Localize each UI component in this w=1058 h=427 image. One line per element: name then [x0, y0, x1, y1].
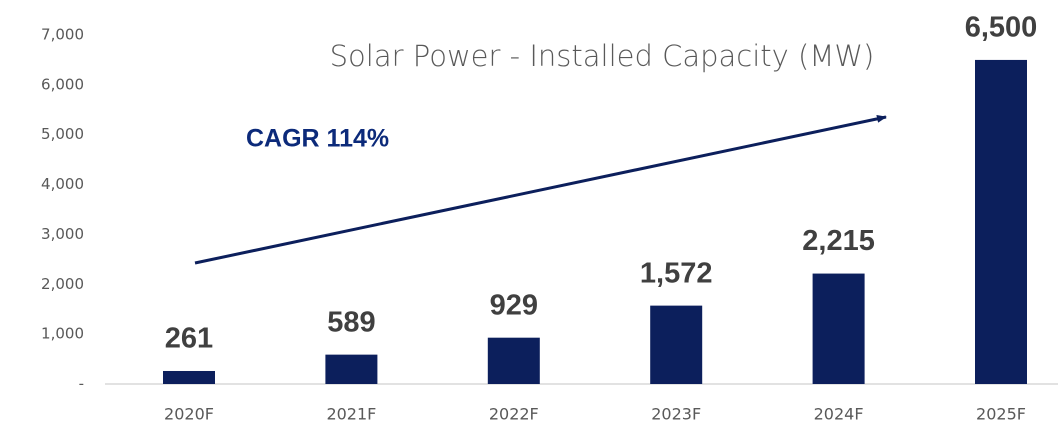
- chart-title: Solar Power - Installed Capacity (MW): [330, 39, 875, 73]
- y-tick-label: 4,000: [41, 175, 84, 193]
- y-tick-label: 2,000: [41, 275, 84, 293]
- bar: [325, 354, 378, 384]
- bar: [487, 337, 540, 384]
- y-tick-label: 6,000: [41, 75, 84, 93]
- y-tick-label: 1,000: [41, 325, 84, 343]
- y-tick-label: 5,000: [41, 125, 84, 143]
- cagr-annotation: CAGR 114%: [246, 125, 389, 153]
- x-tick-label: 2020F: [164, 405, 214, 424]
- x-tick-label: 2023F: [651, 405, 701, 424]
- y-tick-label: 3,000: [41, 225, 84, 243]
- x-tick-label: 2021F: [326, 405, 376, 424]
- value-label: 929: [490, 289, 538, 321]
- bar: [650, 305, 703, 384]
- value-label: 589: [327, 306, 375, 338]
- bar: [975, 59, 1027, 385]
- x-tick-label: 2024F: [814, 405, 864, 424]
- y-tick-label: -: [79, 375, 84, 393]
- bar: [812, 273, 865, 384]
- value-label: 6,500: [965, 12, 1038, 44]
- value-label: 261: [165, 323, 213, 355]
- value-label: 1,572: [640, 257, 713, 289]
- x-tick-label: 2022F: [489, 405, 539, 424]
- x-tick-label: 2025F: [976, 405, 1026, 424]
- y-tick-label: 7,000: [41, 26, 84, 44]
- bar: [163, 370, 215, 384]
- trend-arrow: [194, 114, 887, 265]
- value-label: 2,215: [802, 225, 875, 257]
